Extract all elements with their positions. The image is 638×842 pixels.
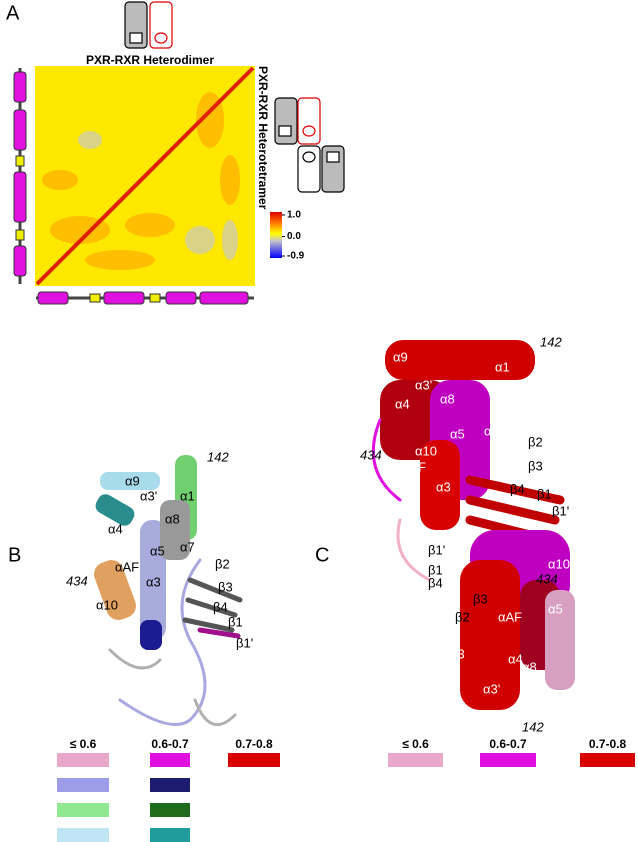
legend-swatch xyxy=(57,828,109,842)
structure-label: α7 xyxy=(484,423,499,438)
structure-b xyxy=(94,455,243,726)
structure-label: α3' xyxy=(140,488,157,503)
legend-swatch xyxy=(150,778,190,792)
structure-label: β3 xyxy=(218,579,233,594)
legend-swatch xyxy=(150,753,190,767)
heatmap-side-title: PXR-RXR Heterotetramer xyxy=(256,66,270,210)
structure-label: β1 xyxy=(228,614,243,629)
structure-label: α3 xyxy=(146,574,161,589)
structure-label: 434 xyxy=(360,447,382,462)
domain-bar-bottom xyxy=(36,291,254,305)
structure-label: α3 xyxy=(450,646,465,661)
icon-dimer xyxy=(124,1,173,49)
structure-label: α5 xyxy=(548,601,563,616)
structure-label: β1' xyxy=(236,635,253,650)
structure-label: α10 xyxy=(548,556,570,571)
structure-label: α8 xyxy=(165,511,180,526)
structure-label: α4 xyxy=(108,521,123,536)
structure-label: α3 xyxy=(436,479,451,494)
colorbar-tick-label: 1.0 xyxy=(287,210,301,221)
structure-label: α1 xyxy=(180,488,195,503)
structure-label: α4 xyxy=(508,651,523,666)
structure-label: α10 xyxy=(96,597,118,612)
colorbar-tick-label: 0.0 xyxy=(287,231,301,242)
colorbar-tick-label: -0.9 xyxy=(287,251,305,262)
structure-label: β3 xyxy=(528,458,543,473)
domain-bar-left xyxy=(13,68,27,284)
structure-c xyxy=(371,340,575,710)
structure-label: β1' xyxy=(428,542,445,557)
structure-label: α9 xyxy=(530,684,545,699)
legend-swatch xyxy=(57,753,109,767)
structure-label: 142 xyxy=(540,334,562,349)
structure-label: β2 xyxy=(528,434,543,449)
structure-label: α1 xyxy=(495,359,510,374)
heatmap xyxy=(35,66,255,286)
structure-label: 434 xyxy=(536,571,558,586)
structure-label: α8 xyxy=(522,659,537,674)
legend-swatch xyxy=(228,753,280,767)
structure-label: β3 xyxy=(473,591,488,606)
panel-label: B xyxy=(8,544,21,566)
structure-label: αAF xyxy=(498,609,522,624)
legend-swatch xyxy=(150,828,190,842)
structure-label: 142 xyxy=(522,719,544,734)
structure-label: β4 xyxy=(428,575,443,590)
structure-label: β1' xyxy=(552,503,569,518)
icon-tetramer xyxy=(274,97,345,193)
heatmap-title: PXR-RXR Heterodimer xyxy=(86,53,214,67)
structure-label: α9 xyxy=(393,349,408,364)
structure-label: β4 xyxy=(213,599,228,614)
structure-label: β2 xyxy=(455,609,470,624)
structure-label: α7 xyxy=(180,539,195,554)
structure-label: αAF xyxy=(115,559,139,574)
legend-swatch xyxy=(580,753,635,767)
legend-header: ≤ 0.6 xyxy=(70,737,97,751)
structure-label: α3' xyxy=(415,377,432,392)
panel-label: A xyxy=(6,2,20,24)
structure-label: α3' xyxy=(483,681,500,696)
legend-swatch xyxy=(150,803,190,817)
legend-swatch xyxy=(57,778,109,792)
legend-header: ≤ 0.6 xyxy=(402,737,429,751)
structure-label: α5 xyxy=(150,543,165,558)
legend-header: 0.7-0.8 xyxy=(589,737,627,751)
structure-label: 434 xyxy=(66,573,88,588)
structure-label: β1 xyxy=(428,562,443,577)
colorbar xyxy=(270,212,282,258)
structure-label: β1 xyxy=(537,486,552,501)
structure-label: α9 xyxy=(125,473,140,488)
legend-swatch xyxy=(57,803,109,817)
legend-header: 0.7-0.8 xyxy=(235,737,273,751)
structure-label: α5 xyxy=(450,426,465,441)
structure-label: α10 xyxy=(415,443,437,458)
legend-header: 0.6-0.7 xyxy=(151,737,189,751)
structure-label: α4 xyxy=(395,396,410,411)
legend-swatch xyxy=(480,753,536,767)
structure-label: β2 xyxy=(215,556,230,571)
structure-label: β4 xyxy=(510,481,525,496)
legend-swatch xyxy=(388,753,443,767)
structure-label: α1 xyxy=(473,711,488,726)
structure-label: αAF xyxy=(402,459,426,474)
panel-label: C xyxy=(315,544,329,566)
legend-header: 0.6-0.7 xyxy=(489,737,527,751)
structure-label: 142 xyxy=(207,449,229,464)
structure-label: α8 xyxy=(440,391,455,406)
